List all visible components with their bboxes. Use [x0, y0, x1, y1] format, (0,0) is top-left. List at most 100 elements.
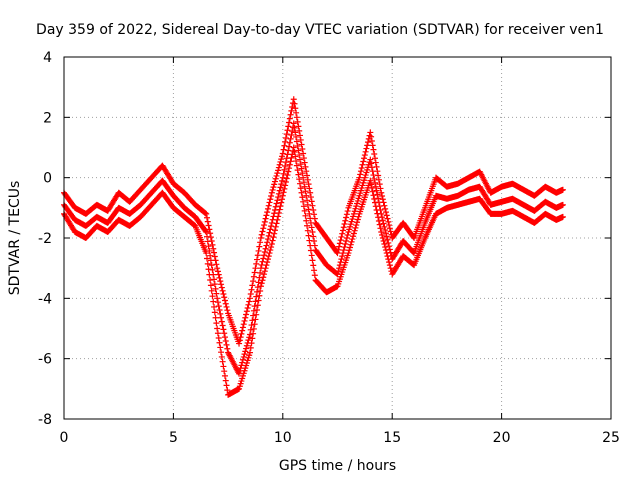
- data-point: [299, 194, 306, 201]
- data-point: [250, 325, 257, 332]
- data-point: [214, 268, 221, 275]
- data-point: [305, 232, 312, 239]
- data-point: [304, 176, 311, 183]
- data-point: [336, 265, 343, 272]
- data-point: [278, 199, 285, 206]
- data-point: [342, 241, 349, 248]
- data-point: [339, 253, 346, 260]
- data-point: [382, 247, 389, 254]
- data-point: [364, 139, 371, 146]
- data-point: [216, 339, 223, 346]
- data-point: [277, 158, 284, 165]
- data-point: [267, 247, 274, 254]
- data-point: [343, 211, 350, 218]
- data-point: [220, 363, 227, 370]
- y-tick-label: 2: [43, 110, 52, 126]
- data-point: [343, 214, 350, 221]
- data-point: [247, 326, 254, 333]
- data-point: [213, 261, 220, 268]
- data-point: [249, 282, 256, 289]
- data-point: [351, 227, 358, 234]
- data-point: [266, 199, 273, 206]
- data-point: [268, 192, 275, 199]
- data-point: [286, 161, 293, 168]
- data-point: [385, 239, 392, 246]
- data-point: [262, 215, 269, 222]
- data-point: [217, 344, 224, 351]
- data-point: [208, 262, 215, 269]
- data-point: [287, 111, 294, 118]
- data-point: [382, 230, 389, 237]
- data-point: [379, 192, 386, 199]
- y-tick-label: -8: [38, 412, 52, 428]
- data-point: [367, 156, 374, 163]
- data-point: [218, 353, 225, 360]
- data-point: [287, 135, 294, 142]
- data-point: [206, 271, 213, 278]
- data-point: [218, 281, 225, 288]
- data-points: [61, 96, 566, 398]
- data-point: [364, 142, 371, 149]
- data-point: [375, 176, 382, 183]
- data-point: [272, 175, 279, 182]
- data-point: [207, 282, 214, 289]
- data-point: [242, 314, 249, 321]
- data-point: [286, 143, 293, 150]
- data-point: [202, 210, 209, 217]
- data-point: [248, 340, 255, 347]
- data-point: [293, 109, 300, 116]
- data-point: [296, 156, 303, 163]
- data-point: [243, 345, 250, 352]
- data-point: [273, 172, 280, 179]
- data-point: [286, 119, 293, 126]
- data-point: [270, 234, 277, 241]
- data-point: [243, 342, 250, 349]
- data-point: [368, 138, 375, 145]
- data-point: [239, 327, 246, 334]
- data-point: [307, 189, 314, 196]
- data-point: [261, 268, 268, 275]
- data-point: [221, 294, 228, 301]
- data-point: [310, 262, 317, 269]
- data-point: [212, 314, 219, 321]
- data-point: [273, 220, 280, 227]
- data-point: [300, 198, 307, 205]
- data-point: [298, 141, 305, 148]
- data-point: [310, 233, 317, 240]
- data-point: [355, 213, 362, 220]
- data-point: [264, 205, 271, 212]
- data-point: [344, 208, 351, 215]
- data-point: [207, 277, 214, 284]
- data-point: [267, 196, 274, 203]
- data-point: [294, 142, 301, 149]
- y-axis-label: SDTVAR / TECUs: [7, 181, 23, 296]
- data-point: [382, 227, 389, 234]
- data-point: [298, 165, 305, 172]
- data-point: [207, 252, 214, 259]
- data-point: [367, 129, 374, 136]
- data-point: [373, 206, 380, 213]
- data-point: [354, 219, 361, 226]
- data-point: [211, 281, 218, 288]
- data-point: [248, 322, 255, 329]
- data-point: [343, 235, 350, 241]
- data-point: [288, 107, 295, 114]
- data-point: [380, 220, 387, 227]
- data-point: [224, 307, 231, 314]
- axis-ticks: 0 5 10 15 20 25 -8 -6 -4 -2 0 2 4: [38, 50, 620, 446]
- data-point: [219, 322, 226, 329]
- data-point: [224, 345, 231, 352]
- data-point: [309, 202, 316, 209]
- data-point: [381, 223, 388, 230]
- data-point: [382, 209, 389, 216]
- data-point: [307, 219, 314, 226]
- data-point: [249, 335, 256, 342]
- data-point: [296, 127, 303, 134]
- data-point: [218, 318, 225, 325]
- data-point: [250, 307, 257, 314]
- data-point: [252, 298, 259, 305]
- data-point: [362, 148, 369, 155]
- data-point: [264, 259, 271, 266]
- data-point: [559, 213, 566, 220]
